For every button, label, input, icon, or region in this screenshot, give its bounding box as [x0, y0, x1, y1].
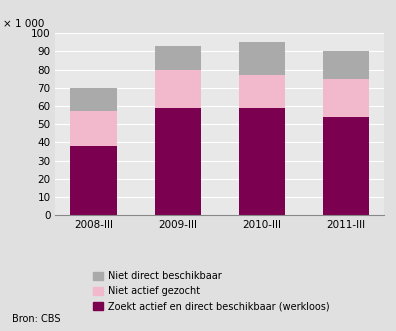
Text: Bron: CBS: Bron: CBS [12, 314, 60, 324]
Bar [239, 108, 285, 215]
Text: × 1 000: × 1 000 [3, 20, 44, 29]
Bar [239, 42, 285, 75]
Legend: Niet direct beschikbaar, Niet actief gezocht, Zoekt actief en direct beschikbaar: Niet direct beschikbaar, Niet actief gez… [93, 271, 329, 312]
Bar [323, 117, 369, 215]
Bar [323, 78, 369, 117]
Bar [323, 51, 369, 78]
Bar [239, 75, 285, 108]
Bar [70, 146, 117, 215]
Bar [70, 88, 117, 111]
Bar [70, 111, 117, 146]
Bar [154, 46, 201, 70]
Bar [154, 108, 201, 215]
Bar [154, 70, 201, 108]
